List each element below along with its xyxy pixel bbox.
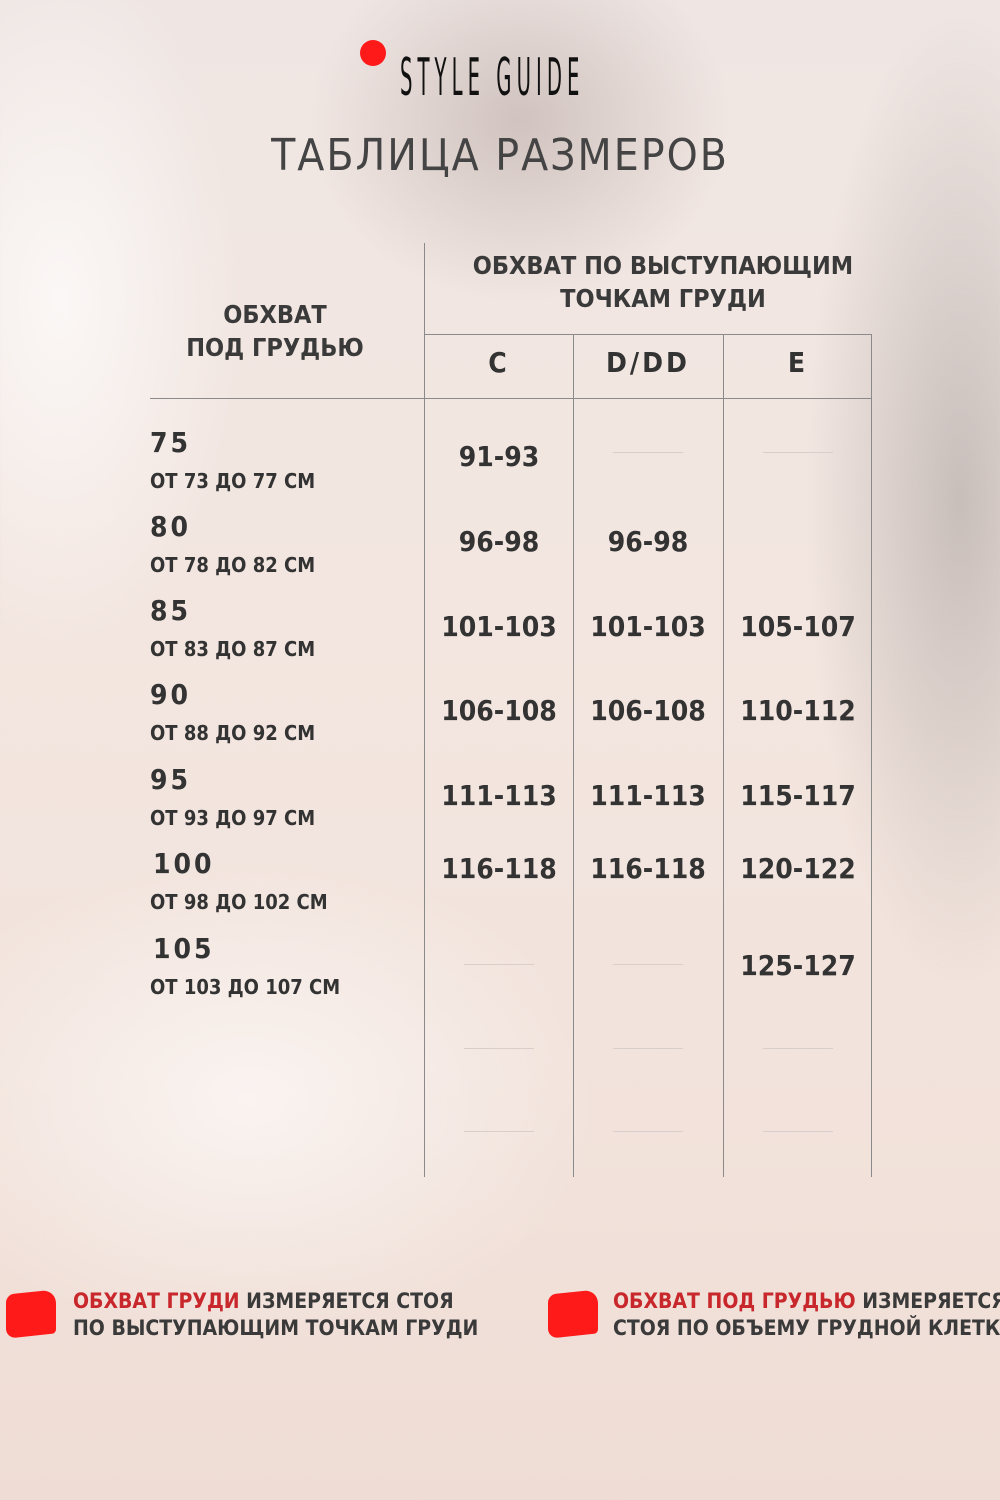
note-bust: ОБХВАТ ГРУДИ ИЗМЕРЯЕТСЯ СТОЯ ПО ВЫСТУПАЮ… xyxy=(73,1288,478,1342)
cup-value: 96-98 xyxy=(458,525,540,558)
note-text: ИЗМЕРЯЕТСЯ xyxy=(855,1289,1000,1313)
empty-cell-mark xyxy=(613,1048,683,1049)
cup-value: 101-103 xyxy=(590,610,706,643)
empty-cell-mark xyxy=(613,964,683,965)
column-group-header: ОБХВАТ ПО ВЫСТУПАЮЩИМ ТОЧКАМ ГРУДИ xyxy=(472,251,854,313)
note-text: ИЗМЕРЯЕТСЯ СТОЯ xyxy=(239,1289,454,1313)
note-marker-icon xyxy=(6,1289,56,1339)
band-size: 90 xyxy=(150,678,192,711)
cup-value: 106-108 xyxy=(590,694,706,727)
cup-value: 120-122 xyxy=(740,852,856,885)
band-size: 80 xyxy=(150,510,192,543)
empty-cell-mark xyxy=(763,452,833,453)
logo-dot-icon xyxy=(360,40,386,66)
band-size: 75 xyxy=(150,426,192,459)
divider xyxy=(424,334,872,335)
band-range: ОТ 83 ДО 87 СМ xyxy=(150,637,316,661)
cup-value: 116-118 xyxy=(441,852,557,885)
band-size: 85 xyxy=(150,594,192,627)
divider xyxy=(723,334,724,1177)
band-range: ОТ 88 ДО 92 СМ xyxy=(150,721,316,745)
divider xyxy=(871,334,872,1177)
empty-cell-mark xyxy=(464,1048,534,1049)
note-marker-icon xyxy=(548,1289,598,1339)
empty-cell-mark xyxy=(464,964,534,965)
cup-value: 110-112 xyxy=(740,694,856,727)
cup-value: 111-113 xyxy=(590,779,706,812)
column-header-e: E xyxy=(787,346,809,379)
note-text: СТОЯ ПО ОБЪЕМУ ГРУДНОЙ КЛЕТКИ xyxy=(613,1316,1000,1340)
note-underbust: ОБХВАТ ПОД ГРУДЬЮ ИЗМЕРЯЕТСЯ СТОЯ ПО ОБЪ… xyxy=(613,1288,1000,1342)
band-size: 105 xyxy=(153,932,215,965)
band-size: 95 xyxy=(150,763,192,796)
empty-cell-mark xyxy=(763,1131,833,1132)
column-header-c: C xyxy=(488,346,510,379)
cup-value: 106-108 xyxy=(441,694,557,727)
band-range: ОТ 93 ДО 97 СМ xyxy=(150,806,316,830)
cup-value: 116-118 xyxy=(590,852,706,885)
page-title: ТАБЛИЦА РАЗМЕРОВ xyxy=(271,130,729,181)
divider xyxy=(573,334,574,1177)
brand-logo: STYLE GUIDE xyxy=(400,48,585,108)
cup-value: 91-93 xyxy=(458,440,540,473)
cup-value: 105-107 xyxy=(740,610,856,643)
cup-value: 125-127 xyxy=(740,949,856,982)
empty-cell-mark xyxy=(613,452,683,453)
note-highlight: ОБХВАТ ГРУДИ xyxy=(73,1289,240,1313)
empty-cell-mark xyxy=(763,1048,833,1049)
band-range: ОТ 73 ДО 77 СМ xyxy=(150,469,316,493)
divider xyxy=(424,243,425,1177)
cup-value: 96-98 xyxy=(607,525,689,558)
cup-value: 115-117 xyxy=(740,779,856,812)
empty-cell-mark xyxy=(613,1131,683,1132)
note-highlight: ОБХВАТ ПОД ГРУДЬЮ xyxy=(613,1289,856,1313)
band-size: 100 xyxy=(153,847,215,880)
empty-cell-mark xyxy=(464,1131,534,1132)
band-range: ОТ 98 ДО 102 СМ xyxy=(150,890,328,914)
cup-value: 101-103 xyxy=(441,610,557,643)
cup-value: 111-113 xyxy=(441,779,557,812)
column-header-d-dd: D/DD xyxy=(606,346,690,379)
band-range: ОТ 78 ДО 82 СМ xyxy=(150,553,316,577)
row-header: ОБХВАТ ПОД ГРУДЬЮ xyxy=(186,300,364,362)
note-text: ПО ВЫСТУПАЮЩИМ ТОЧКАМ ГРУДИ xyxy=(73,1316,479,1340)
divider xyxy=(150,398,872,399)
band-range: ОТ 103 ДО 107 СМ xyxy=(150,975,341,999)
